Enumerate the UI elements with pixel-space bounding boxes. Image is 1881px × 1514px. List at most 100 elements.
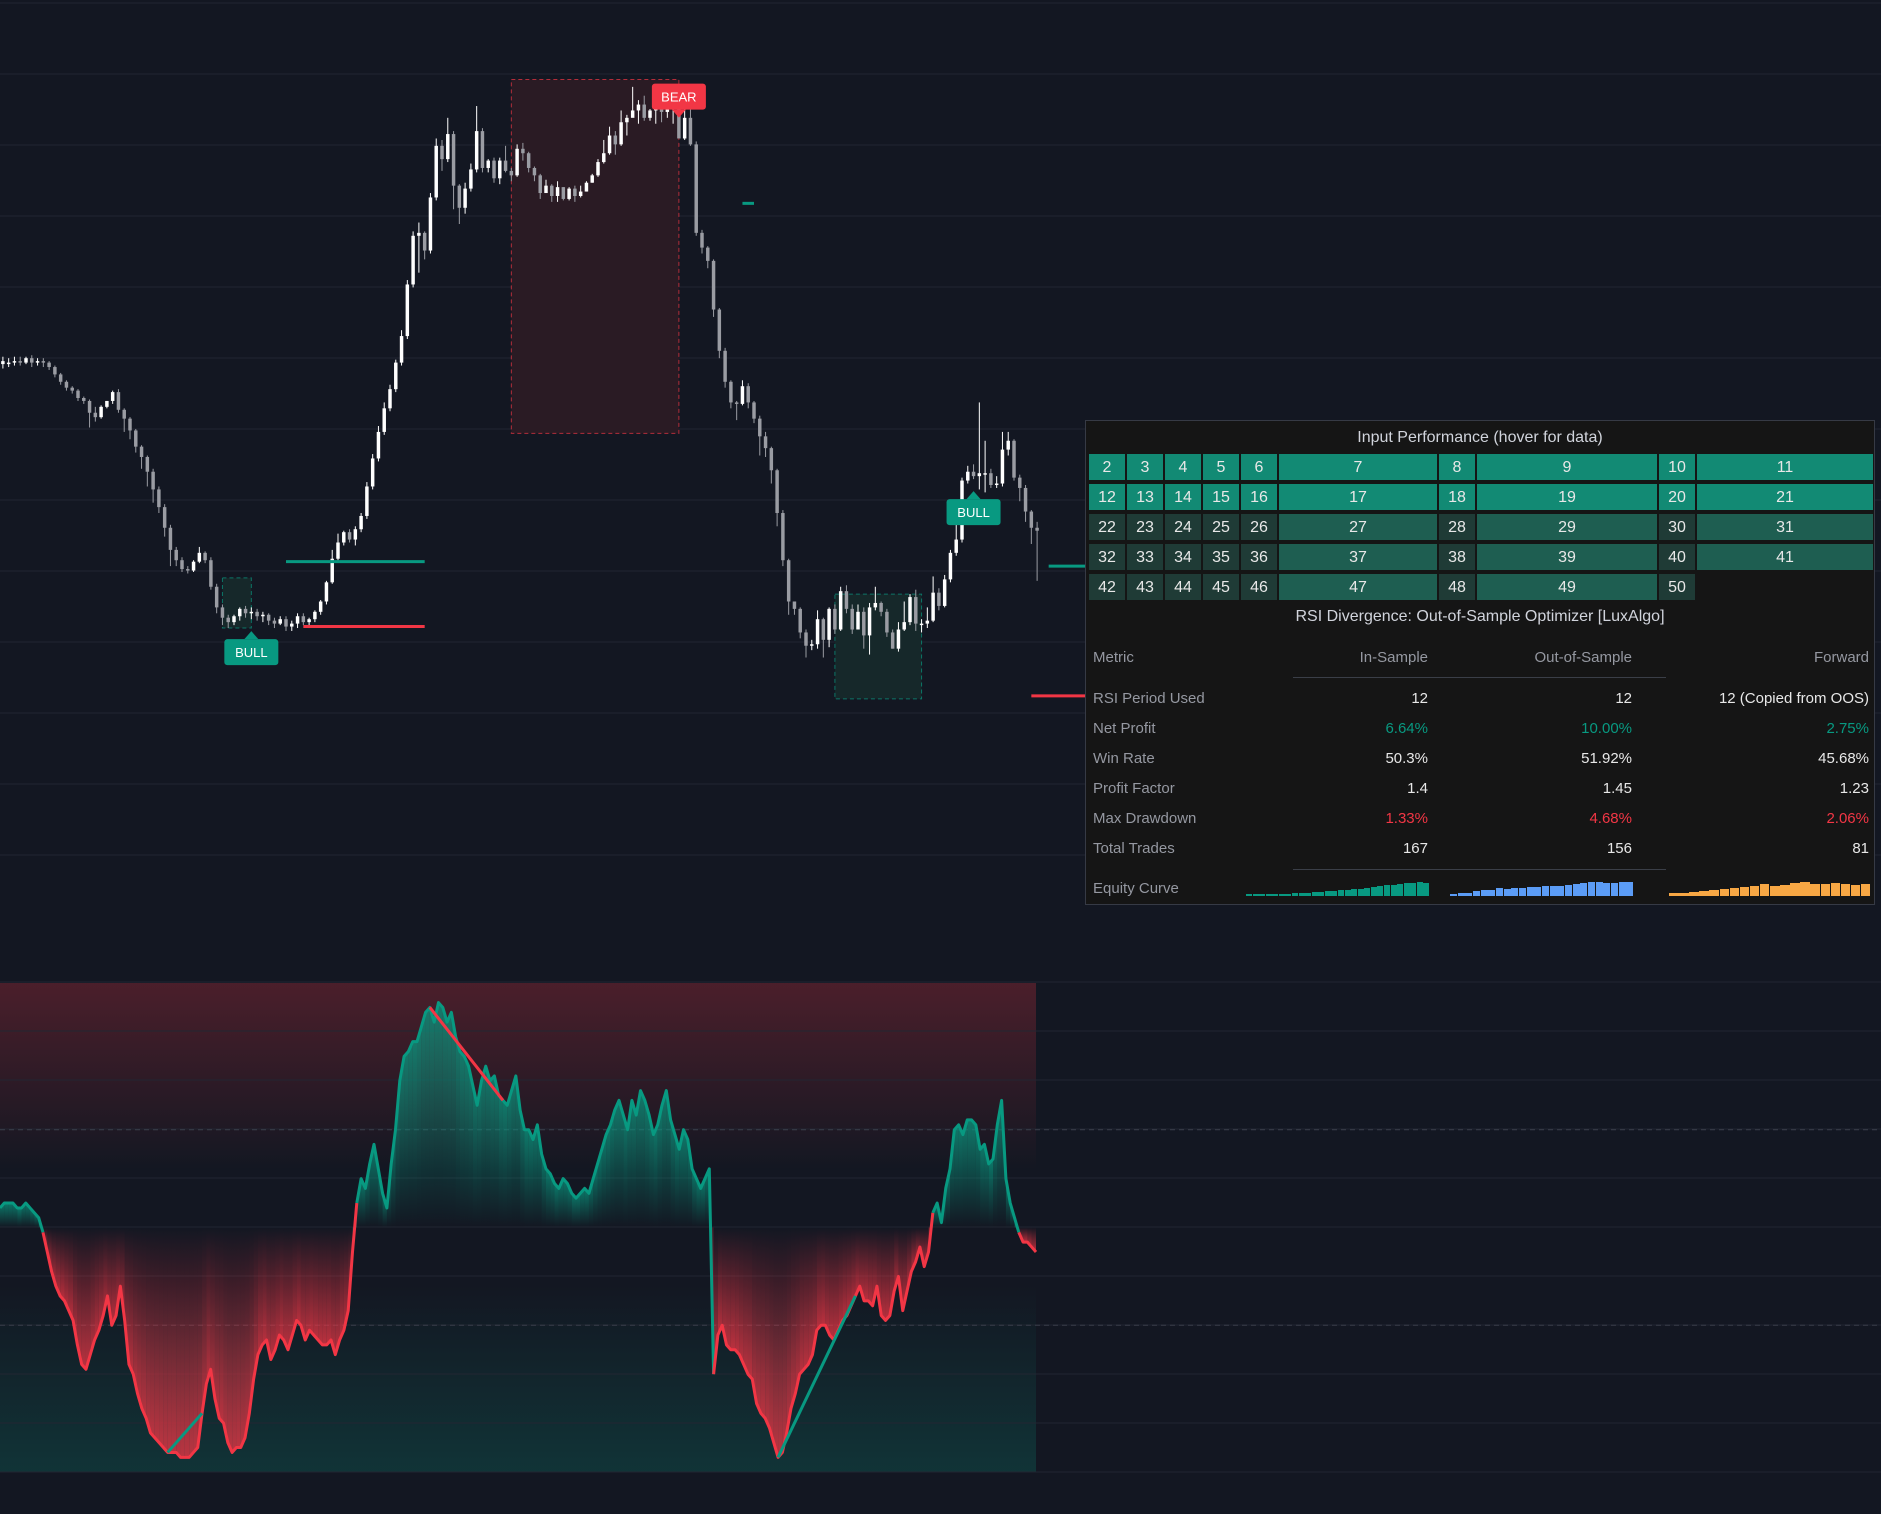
rsi-fill-above bbox=[468, 1066, 473, 1228]
equity-bar-out-of-sample bbox=[1549, 885, 1557, 896]
rsi-fill-below bbox=[77, 1227, 82, 1365]
rsi-line-segment bbox=[712, 1212, 935, 1459]
rsi-fill-below bbox=[1031, 1227, 1036, 1252]
candle-body bbox=[214, 586, 219, 608]
rsi-fill-above bbox=[597, 1149, 602, 1228]
input-grid-cell[interactable]: 50 bbox=[1658, 573, 1696, 601]
input-grid-cell[interactable]: 33 bbox=[1126, 543, 1164, 571]
rsi-fill-above bbox=[361, 1178, 366, 1228]
input-grid-cell[interactable]: 3 bbox=[1126, 453, 1164, 481]
input-grid-cell[interactable]: 26 bbox=[1240, 513, 1278, 541]
candle-body bbox=[810, 644, 814, 646]
input-grid-cell[interactable]: 25 bbox=[1202, 513, 1240, 541]
rsi-fill-below bbox=[133, 1227, 138, 1394]
input-grid-cell[interactable]: 5 bbox=[1202, 453, 1240, 481]
input-grid-cell[interactable]: 19 bbox=[1476, 483, 1658, 511]
candle-body bbox=[630, 110, 635, 118]
input-grid-cell[interactable]: 41 bbox=[1696, 543, 1874, 571]
input-grid-cell[interactable]: 20 bbox=[1658, 483, 1696, 511]
input-grid-cell[interactable]: 24 bbox=[1164, 513, 1202, 541]
rsi-fill-below bbox=[262, 1227, 267, 1345]
bear-signal-marker[interactable]: BEAR bbox=[651, 83, 706, 118]
rsi-fill-below bbox=[339, 1227, 344, 1340]
input-grid-cell[interactable]: 34 bbox=[1164, 543, 1202, 571]
input-grid[interactable]: 2 3 4 5 6 7 8 9 10 11 12 13 14 15 16 17 18 19 20 21 22 23 24 25… bbox=[1088, 453, 1874, 603]
input-grid-cell[interactable]: 8 bbox=[1438, 453, 1476, 481]
equity-bar-in-sample bbox=[1390, 884, 1397, 896]
input-grid-cell[interactable]: 43 bbox=[1126, 573, 1164, 601]
input-grid-cell[interactable]: 49 bbox=[1476, 573, 1658, 601]
candle-body bbox=[203, 552, 207, 561]
input-grid-cell[interactable]: 13 bbox=[1126, 483, 1164, 511]
rsi-fill-below bbox=[769, 1227, 774, 1443]
input-grid-cell[interactable]: 45 bbox=[1202, 573, 1240, 601]
bull-signal-marker[interactable]: BULL bbox=[946, 491, 1001, 526]
rsi-fill-below bbox=[898, 1227, 903, 1311]
input-grid-cell[interactable]: 35 bbox=[1202, 543, 1240, 571]
equity-bar-out-of-sample bbox=[1580, 882, 1588, 896]
rsi-fill-below bbox=[747, 1227, 753, 1380]
input-grid-cell[interactable]: 39 bbox=[1476, 543, 1658, 571]
input-grid-cell[interactable]: 12 bbox=[1088, 483, 1126, 511]
equity-bar-in-sample bbox=[1351, 889, 1358, 896]
input-grid-cell[interactable]: 10 bbox=[1658, 453, 1696, 481]
input-grid-cell[interactable]: 37 bbox=[1278, 543, 1438, 571]
input-grid-cell[interactable]: 2 bbox=[1088, 453, 1126, 481]
rsi-fill-above bbox=[623, 1115, 628, 1228]
input-grid-cell[interactable]: 36 bbox=[1240, 543, 1278, 571]
input-grid-cell[interactable]: 48 bbox=[1438, 573, 1476, 601]
input-grid-cell[interactable]: 29 bbox=[1476, 513, 1658, 541]
input-grid-cell[interactable]: 31 bbox=[1696, 513, 1874, 541]
input-grid-cell[interactable]: 40 bbox=[1658, 543, 1696, 571]
candle-body bbox=[336, 542, 340, 559]
input-grid-cell[interactable]: 22 bbox=[1088, 513, 1126, 541]
input-grid-cell[interactable]: 18 bbox=[1438, 483, 1476, 511]
input-grid-cell[interactable]: 28 bbox=[1438, 513, 1476, 541]
input-grid-cell[interactable]: 9 bbox=[1476, 453, 1658, 481]
rsi-fill-below bbox=[313, 1227, 319, 1340]
candle-body bbox=[266, 614, 271, 621]
rsi-fill-above bbox=[391, 1129, 396, 1228]
candle-body bbox=[879, 602, 883, 612]
input-grid-cell[interactable]: 47 bbox=[1278, 573, 1438, 601]
rsi-fill-below bbox=[163, 1227, 168, 1453]
input-grid-cell[interactable]: 44 bbox=[1164, 573, 1202, 601]
input-grid-cell[interactable]: 32 bbox=[1088, 543, 1126, 571]
candle-body bbox=[937, 592, 941, 606]
input-grid-cell[interactable]: 46 bbox=[1240, 573, 1278, 601]
input-grid-cell[interactable]: 11 bbox=[1696, 453, 1874, 481]
bull-signal-marker[interactable]: BULL bbox=[224, 631, 279, 666]
rsi-fill-above bbox=[988, 1159, 994, 1228]
rsi-line-segment bbox=[931, 1098, 1021, 1233]
rsi-fill-below bbox=[343, 1227, 349, 1331]
rsi-fill-above bbox=[447, 1012, 452, 1228]
candle-body bbox=[896, 629, 901, 649]
input-grid-cell[interactable]: 15 bbox=[1202, 483, 1240, 511]
input-grid-cell[interactable]: 38 bbox=[1438, 543, 1476, 571]
rsi-fill-below bbox=[103, 1227, 108, 1316]
input-grid-cell[interactable]: 23 bbox=[1126, 513, 1164, 541]
input-grid-cell[interactable]: 4 bbox=[1164, 453, 1202, 481]
rsi-fill-above bbox=[25, 1203, 31, 1228]
rsi-fill-above bbox=[567, 1183, 572, 1228]
equity-bar-forward bbox=[1810, 883, 1820, 896]
input-grid-cell[interactable]: 30 bbox=[1658, 513, 1696, 541]
input-grid-cell[interactable]: 16 bbox=[1240, 483, 1278, 511]
input-grid-cell[interactable]: 6 bbox=[1240, 453, 1278, 481]
candle-body bbox=[561, 187, 566, 199]
input-grid-cell[interactable]: 17 bbox=[1278, 483, 1438, 511]
rsi-fill-below bbox=[881, 1227, 886, 1321]
input-grid-cell[interactable]: 7 bbox=[1278, 453, 1438, 481]
signal-markers[interactable]: BEAR BULL BULL bbox=[224, 83, 1001, 666]
input-grid-cell[interactable]: 27 bbox=[1278, 513, 1438, 541]
candle-body bbox=[885, 611, 889, 633]
candle-body bbox=[434, 145, 438, 198]
rsi-fill-above bbox=[683, 1129, 688, 1228]
rsi-fill-above bbox=[984, 1144, 989, 1228]
candle-body bbox=[584, 182, 589, 192]
input-grid-cell[interactable]: 14 bbox=[1164, 483, 1202, 511]
input-grid-cell[interactable]: 42 bbox=[1088, 573, 1126, 601]
candle-body bbox=[53, 367, 57, 375]
candle-body bbox=[191, 561, 196, 571]
input-grid-cell[interactable]: 21 bbox=[1696, 483, 1874, 511]
